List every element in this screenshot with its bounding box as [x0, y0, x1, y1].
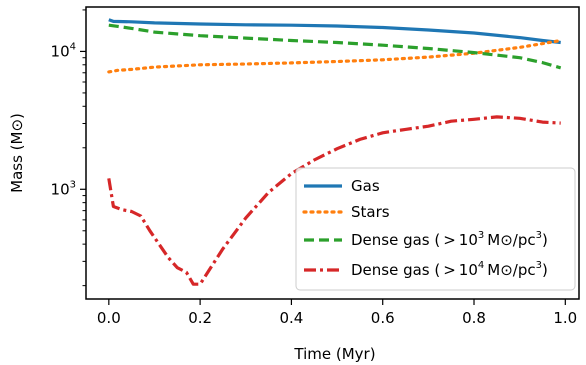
series-line-3 [107, 115, 561, 286]
x-tick-label: 0.8 [462, 309, 486, 327]
legend-box [295, 167, 576, 291]
legend-label: Gas [351, 177, 380, 195]
legend-label: Dense gas ( > 104 M⊙/pc3) [351, 260, 548, 279]
legend-label: Stars [351, 203, 390, 221]
y-axis-label: Mass (M⊙) [8, 113, 26, 193]
plot-lines [107, 18, 563, 286]
y-tick-label: 103 [51, 179, 76, 198]
y-axis: 103 104 [51, 9, 86, 287]
x-tick-label: 0.4 [279, 309, 303, 327]
y-tick-label: 104 [51, 41, 76, 60]
plot-frame [85, 6, 580, 300]
x-axis-label: Time (Myr) [293, 345, 375, 363]
x-tick-label: 1.0 [553, 309, 577, 327]
x-tick-label: 0.0 [97, 309, 121, 327]
x-axis: 0.0 0.2 0.4 0.6 0.8 1.0 [97, 299, 577, 327]
legend-label: Dense gas ( > 103 M⊙/pc3) [351, 230, 548, 249]
series-line-1 [107, 38, 563, 74]
legend: Gas Stars Dense gas ( > 103 M⊙/pc3) Dense g… [295, 167, 576, 291]
series-line-0 [108, 18, 561, 45]
x-tick-label: 0.6 [371, 309, 395, 327]
x-tick-label: 0.2 [188, 309, 212, 327]
